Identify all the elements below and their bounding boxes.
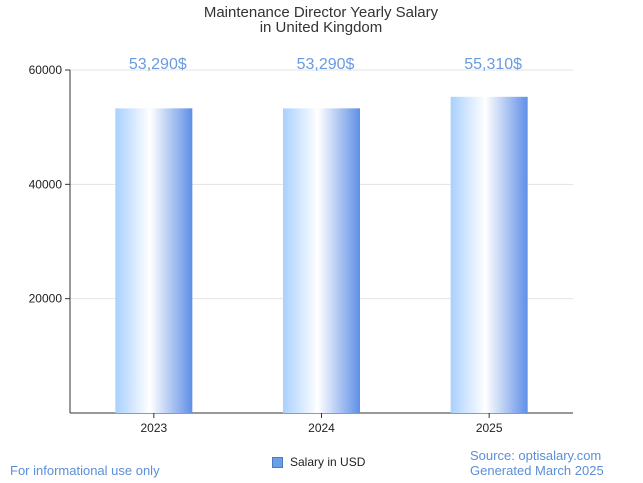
- source-text: Source: optisalary.com: [470, 448, 602, 463]
- y-tick-label: 40000: [29, 177, 63, 191]
- x-tick-label: 2023: [140, 421, 167, 435]
- bar-2023: [115, 108, 193, 414]
- y-tick-label: 20000: [29, 292, 63, 306]
- chart-title-line-1: Maintenance Director Yearly Salary: [204, 4, 439, 21]
- disclaimer-text: For informational use only: [10, 463, 160, 478]
- y-tick-label: 60000: [29, 63, 63, 77]
- value-label: 53,290$: [129, 56, 187, 73]
- x-tick-label: 2024: [308, 421, 335, 435]
- legend-label: Salary in USD: [290, 455, 366, 469]
- x-tick-label: 2025: [476, 421, 503, 435]
- legend: Salary in USD: [272, 455, 365, 469]
- bar-2025: [450, 96, 528, 414]
- generated-text: Generated March 2025: [470, 463, 604, 478]
- source-block: Source: optisalary.com Generated March 2…: [470, 448, 604, 478]
- legend-swatch: [272, 456, 283, 468]
- value-label: 55,310$: [464, 56, 522, 73]
- label-layer: 53,290$ 53,290$ 55,310$: [129, 56, 522, 73]
- value-label: 53,290$: [297, 56, 355, 73]
- bar-layer: [115, 96, 528, 414]
- bar-2024: [283, 108, 360, 414]
- chart-title-line-2: in United Kingdom: [260, 19, 383, 36]
